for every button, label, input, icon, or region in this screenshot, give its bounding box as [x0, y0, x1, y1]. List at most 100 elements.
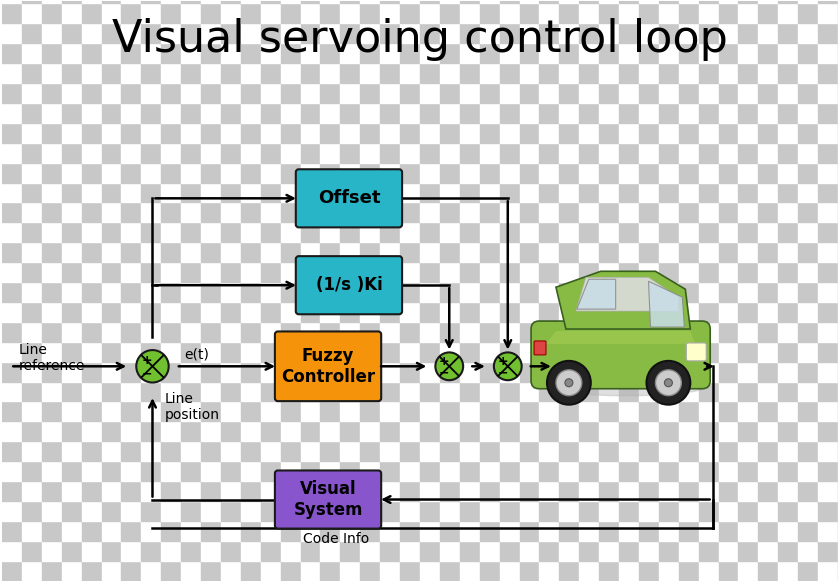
Bar — [281, 123, 301, 143]
Bar — [500, 402, 519, 421]
Bar — [42, 83, 61, 103]
Bar — [81, 43, 102, 63]
Bar — [838, 302, 840, 322]
Bar — [61, 143, 81, 162]
Bar — [440, 23, 459, 43]
Bar — [301, 342, 321, 361]
Bar — [2, 382, 22, 402]
Bar — [141, 382, 161, 402]
Bar — [141, 421, 161, 441]
Bar — [400, 282, 420, 302]
Bar — [400, 162, 420, 183]
Bar — [400, 222, 420, 242]
Bar — [360, 183, 381, 203]
Bar — [2, 322, 22, 342]
Bar — [500, 43, 519, 63]
Bar — [619, 322, 639, 342]
Bar — [619, 3, 639, 23]
Bar — [61, 521, 81, 541]
Bar — [699, 461, 718, 481]
Bar — [738, 302, 759, 322]
Bar — [321, 123, 340, 143]
Bar — [559, 282, 580, 302]
Bar — [360, 222, 381, 242]
Bar — [61, 23, 81, 43]
Bar — [141, 361, 161, 382]
Bar — [619, 222, 639, 242]
Bar — [321, 83, 340, 103]
Bar — [260, 103, 281, 123]
Bar — [519, 481, 539, 501]
Bar — [221, 183, 241, 203]
Bar — [360, 382, 381, 402]
Bar — [779, 143, 798, 162]
Bar — [2, 23, 22, 43]
Bar — [260, 342, 281, 361]
Bar — [619, 23, 639, 43]
Bar — [679, 560, 699, 581]
Bar — [679, 302, 699, 322]
Bar — [61, 402, 81, 421]
Bar — [102, 421, 122, 441]
Bar — [340, 501, 360, 521]
Bar — [381, 43, 400, 63]
Bar — [2, 441, 22, 461]
Bar — [440, 322, 459, 342]
Bar — [779, 361, 798, 382]
Bar — [440, 162, 459, 183]
Bar — [738, 162, 759, 183]
Bar — [61, 3, 81, 23]
Bar — [559, 63, 580, 83]
Bar — [818, 0, 838, 3]
Bar — [321, 302, 340, 322]
Bar — [759, 521, 779, 541]
Circle shape — [565, 379, 573, 387]
FancyBboxPatch shape — [296, 256, 402, 314]
Bar — [22, 382, 42, 402]
Bar — [221, 103, 241, 123]
Bar — [161, 441, 181, 461]
Bar — [141, 521, 161, 541]
Bar — [241, 123, 260, 143]
Bar — [301, 421, 321, 441]
Bar — [321, 222, 340, 242]
Bar — [201, 162, 221, 183]
Bar — [440, 242, 459, 262]
Bar — [519, 103, 539, 123]
Bar — [61, 282, 81, 302]
Bar — [459, 123, 480, 143]
Bar — [619, 501, 639, 521]
Bar — [679, 481, 699, 501]
Bar — [679, 23, 699, 43]
Bar — [281, 63, 301, 83]
Bar — [699, 501, 718, 521]
Bar — [718, 123, 738, 143]
Bar — [281, 222, 301, 242]
Bar — [2, 541, 22, 560]
Bar — [281, 242, 301, 262]
Bar — [181, 23, 201, 43]
Bar — [798, 103, 818, 123]
Bar — [321, 441, 340, 461]
Bar — [659, 382, 679, 402]
Bar — [201, 560, 221, 581]
Bar — [838, 83, 840, 103]
Bar — [141, 441, 161, 461]
Bar — [102, 123, 122, 143]
Bar — [659, 302, 679, 322]
Bar — [679, 0, 699, 3]
Bar — [580, 242, 599, 262]
Bar — [440, 560, 459, 581]
Bar — [42, 103, 61, 123]
Bar — [798, 541, 818, 560]
Bar — [201, 421, 221, 441]
Bar — [141, 302, 161, 322]
Bar — [321, 282, 340, 302]
Bar — [619, 541, 639, 560]
Bar — [699, 481, 718, 501]
Bar — [340, 123, 360, 143]
Bar — [539, 43, 559, 63]
Bar — [738, 222, 759, 242]
Bar — [539, 560, 559, 581]
Bar — [480, 0, 500, 3]
